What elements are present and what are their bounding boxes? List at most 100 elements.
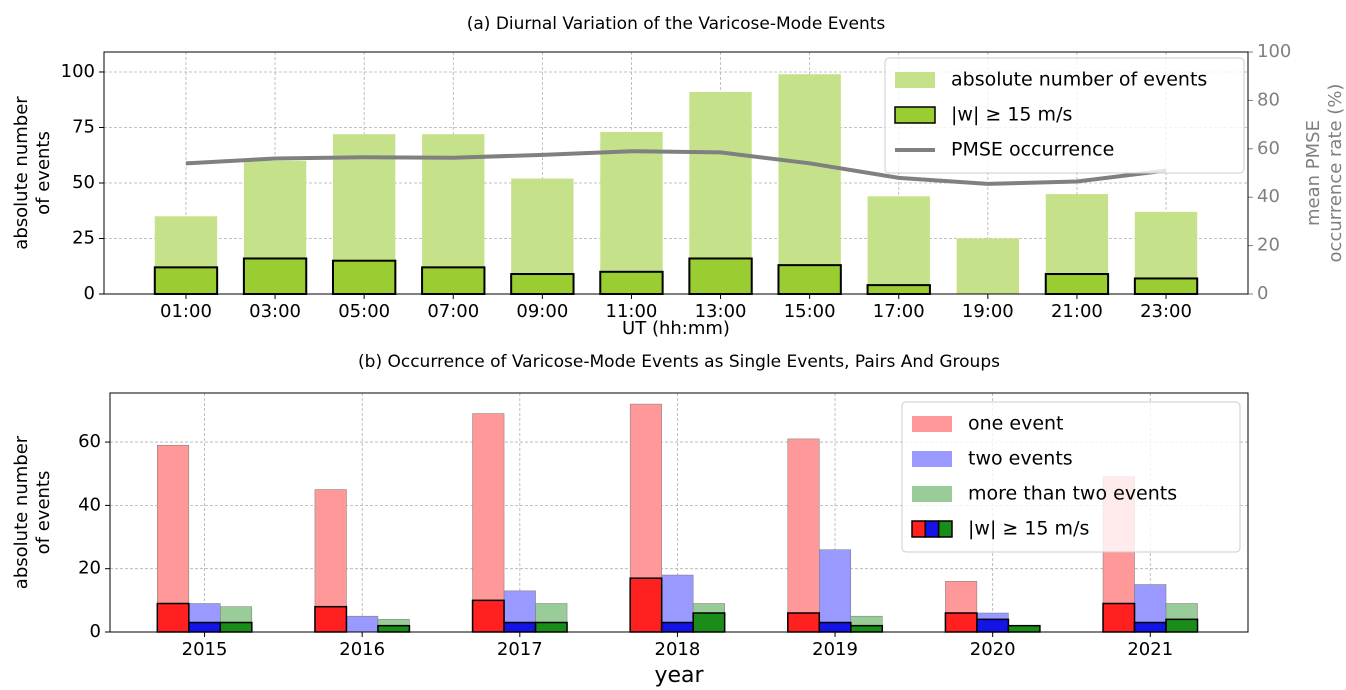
legend: absolute number of events |w| ≥ 15 m/s PMS… — [884, 57, 1245, 174]
plot-frame — [109, 392, 1249, 633]
x-tick-label: 21:00 — [1051, 301, 1103, 322]
x-tick-label: 03:00 — [249, 301, 301, 322]
bar — [956, 238, 1020, 294]
y-tick-label: 100 — [61, 61, 95, 82]
legend-label: PMSE occurrence — [951, 139, 1114, 161]
x-tick-label: 2020 — [970, 639, 1016, 660]
line-series — [185, 149, 1167, 186]
bar-strong — [471, 599, 505, 633]
y2-tick-label: 40 — [1257, 186, 1280, 207]
legend-box — [901, 401, 1241, 553]
bar — [787, 438, 820, 633]
y2-axis-label: occurrence rate (%) — [1325, 84, 1346, 263]
legend-swatch — [937, 520, 953, 538]
bar-strong — [850, 624, 884, 633]
x-tick-label: 2015 — [182, 639, 228, 660]
bar — [510, 273, 575, 295]
legend-label: absolute number of events — [951, 69, 1207, 91]
bar-strong — [503, 621, 537, 633]
bar — [778, 74, 841, 294]
bar-strong — [1102, 602, 1136, 633]
y2-tick-label: 20 — [1257, 235, 1280, 256]
legend-label: |w| ≥ 15 m/s — [951, 104, 1072, 126]
legend-label: more than two events — [968, 483, 1177, 505]
x-axis-label: UT (hh:mm) — [622, 318, 730, 339]
bar-strong — [534, 621, 568, 633]
y-axis-label: of events — [33, 131, 54, 215]
bar-strong — [156, 602, 190, 633]
legend-swatch — [924, 520, 940, 538]
legend-label: |w| ≥ 15 m/s — [968, 518, 1089, 540]
bar-strong — [818, 621, 852, 633]
y-tick-label: 50 — [72, 172, 95, 193]
x-tick-label: 23:00 — [1140, 301, 1192, 322]
bar — [688, 257, 753, 295]
chart-title: (a) Diurnal Variation of the Varicose-Mo… — [467, 14, 886, 34]
x-axis-label: year — [654, 663, 704, 688]
x-tick-label: 05:00 — [338, 301, 390, 322]
y-axis-label: of events — [33, 471, 54, 555]
y-tick-label: 20 — [78, 558, 101, 579]
bar-strong — [1007, 624, 1041, 633]
x-tick-label: 07:00 — [427, 301, 479, 322]
bar — [472, 413, 505, 633]
bar-strong — [1165, 618, 1199, 633]
legend-swatch — [911, 520, 927, 538]
legend-swatch — [912, 416, 952, 432]
y-tick-label: 75 — [72, 116, 95, 137]
legend-label: two events — [968, 448, 1073, 470]
bar — [867, 196, 930, 294]
bar — [600, 131, 663, 294]
bar-strong — [629, 577, 663, 633]
bar-strong — [188, 621, 222, 633]
y-tick-label: 60 — [78, 431, 101, 452]
x-tick-label: 11:00 — [606, 301, 658, 322]
chart-title: (b) Occurrence of Varicose-Mode Events a… — [358, 352, 1000, 372]
legend-swatch — [895, 72, 935, 88]
y-tick-label: 0 — [84, 283, 95, 304]
x-tick-label: 2019 — [812, 639, 858, 660]
bar — [866, 284, 931, 295]
bar — [331, 259, 397, 295]
y-axis-label: absolute number — [11, 96, 32, 250]
bar — [346, 615, 379, 633]
subplot: (b) Occurrence of Varicose-Mode Events a… — [11, 352, 1249, 688]
bar-strong — [377, 624, 411, 633]
bar — [819, 549, 852, 633]
bar-strong — [1133, 621, 1167, 633]
bar — [421, 266, 486, 295]
bar — [1133, 277, 1199, 295]
x-tick-label: 13:00 — [695, 301, 747, 322]
legend-swatch — [894, 106, 936, 124]
x-tick-label: 2018 — [655, 639, 701, 660]
legend-box — [884, 57, 1245, 174]
x-tick-label: 15:00 — [784, 301, 836, 322]
legend-label: one event — [968, 413, 1064, 435]
plot-frame — [103, 51, 1249, 295]
y2-tick-label: 60 — [1257, 138, 1280, 159]
bar — [777, 264, 842, 295]
x-tick-label: 19:00 — [962, 301, 1014, 322]
x-tick-label: 17:00 — [873, 301, 925, 322]
bar-strong — [692, 612, 726, 633]
bar — [1044, 273, 1110, 295]
x-tick-label: 09:00 — [516, 301, 568, 322]
y2-axis-label: mean PMSE — [1303, 120, 1324, 226]
bar-strong — [787, 612, 821, 633]
x-tick-label: 2017 — [497, 639, 543, 660]
legend: one event two events more than two events |… — [901, 401, 1241, 553]
y-axis-label: absolute number — [11, 435, 32, 589]
bar-strong — [314, 605, 348, 633]
legend-swatch — [912, 451, 952, 467]
bar — [242, 257, 308, 295]
bar-strong — [660, 621, 694, 633]
y2-tick-label: 0 — [1257, 283, 1268, 304]
y2-tick-label: 100 — [1257, 41, 1291, 62]
bar — [157, 444, 190, 633]
legend-swatch — [912, 486, 952, 502]
bar-strong — [976, 618, 1010, 633]
bar-strong — [944, 612, 978, 633]
bar — [599, 270, 664, 295]
y-tick-label: 25 — [72, 227, 95, 248]
